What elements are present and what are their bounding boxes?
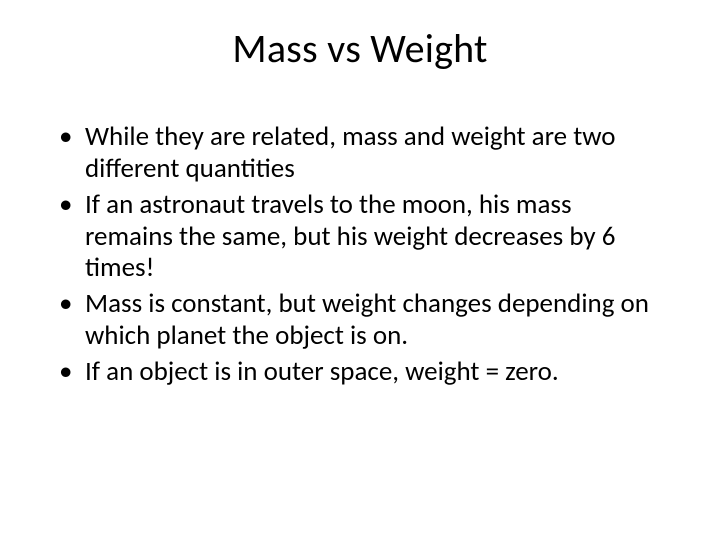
list-item: If an astronaut travels to the moon, his… — [55, 189, 665, 285]
list-item: If an object is in outer space, weight =… — [55, 356, 665, 388]
slide: Mass vs Weight While they are related, m… — [0, 0, 720, 540]
list-item: While they are related, mass and weight … — [55, 121, 665, 185]
list-item: Mass is constant, but weight changes dep… — [55, 288, 665, 352]
bullet-list: While they are related, mass and weight … — [55, 121, 665, 388]
slide-title: Mass vs Weight — [55, 24, 665, 73]
